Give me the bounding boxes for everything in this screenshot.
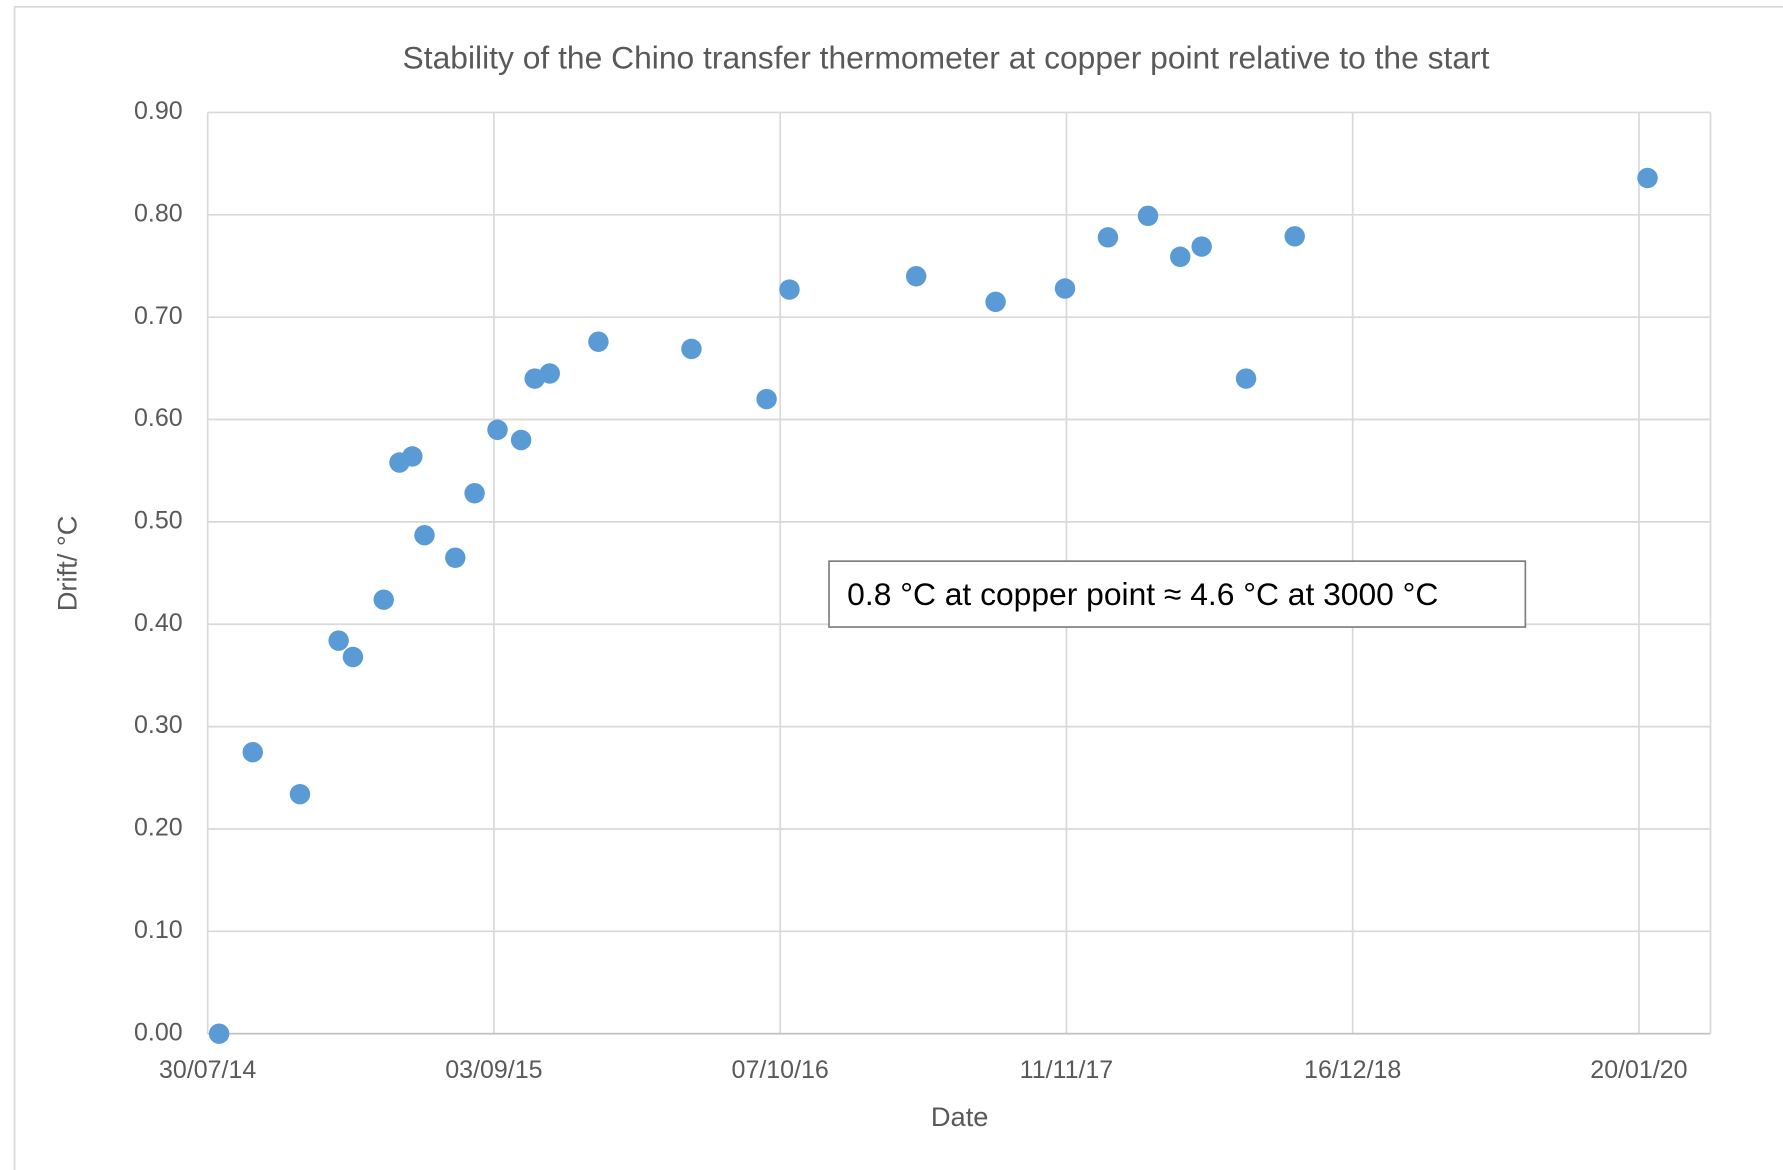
y-tick-label: 0.80 [134,199,183,227]
data-point [510,429,532,451]
x-tick-label: 20/01/20 [1590,1056,1687,1084]
data-point [1054,278,1076,299]
y-tick-label: 0.60 [134,404,183,432]
data-point [464,483,485,504]
data-point [681,338,702,360]
data-point [402,446,423,467]
y-tick-label: 0.50 [134,506,183,534]
x-tick-label: 03/09/15 [445,1056,542,1084]
data-point [1235,368,1257,389]
data-point [1284,226,1305,247]
x-tick-label: 07/10/16 [732,1056,829,1084]
data-point [289,783,311,805]
data-point [328,630,349,651]
y-tick-label: 0.70 [134,302,183,330]
data-point [539,363,560,384]
annotation-box [828,560,1527,628]
data-point [208,1023,230,1044]
y-tick-label: 0.10 [134,916,183,944]
x-tick-label: 16/12/18 [1304,1056,1401,1084]
y-tick-label: 0.00 [134,1018,183,1046]
y-tick-label: 0.90 [134,97,183,125]
x-tick-label: 11/11/17 [1020,1056,1114,1084]
data-point [905,266,927,287]
chart-title: Stability of the Chino transfer thermome… [403,40,1490,76]
data-point [487,419,508,440]
data-point [985,291,1006,313]
data-point [1169,246,1191,268]
data-point [1137,205,1159,227]
y-tick-label: 0.30 [134,711,183,739]
x-axis-label: Date [931,1101,989,1132]
data-point [588,331,609,352]
data-point [445,547,466,568]
data-point [756,388,777,410]
x-tick-label: 30/07/14 [159,1056,256,1084]
data-point [1637,167,1658,189]
data-point [342,646,364,668]
data-point [414,524,435,546]
data-point [1097,227,1119,248]
y-axis-label: Drift/ °C [51,516,82,612]
data-point [1191,236,1212,257]
data-point [779,279,800,300]
y-tick-label: 0.40 [134,609,183,637]
annotation: 0.8 °C at copper point ≈ 4.6 °C at 3000 … [847,576,1438,612]
data-point [373,589,394,610]
y-tick-label: 0.20 [134,814,183,842]
data-point [242,741,263,763]
